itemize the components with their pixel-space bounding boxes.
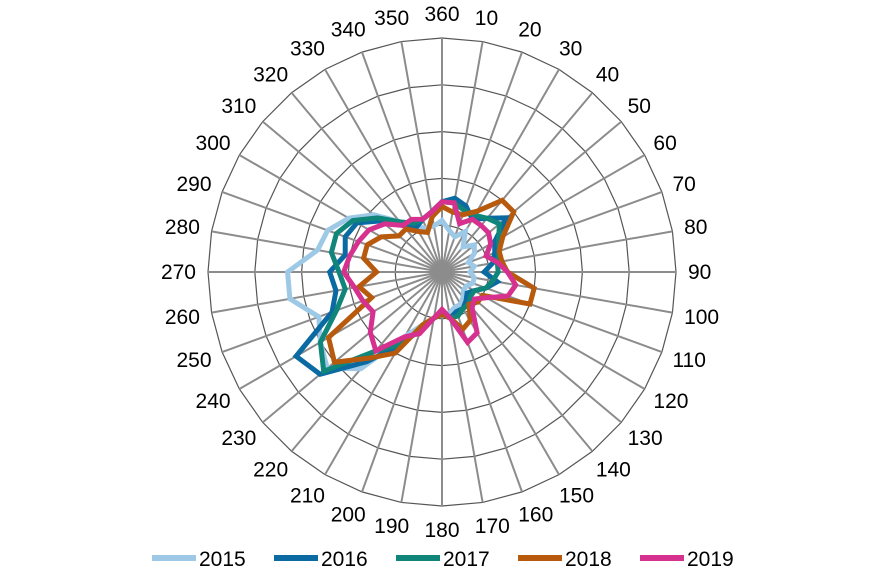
angle-label: 280 [165, 216, 200, 239]
angle-label: 100 [684, 306, 719, 329]
grid-spoke [324, 271, 443, 476]
legend-item-2016: 2016 [274, 548, 368, 571]
angle-label: 40 [596, 63, 619, 86]
grid-spoke [238, 154, 443, 273]
grid-spoke [211, 230, 443, 273]
grid-spoke [441, 230, 673, 273]
series-group [284, 195, 538, 378]
angle-label: 290 [177, 173, 212, 196]
grid-spoke [441, 271, 663, 353]
legend-item-2019: 2019 [640, 548, 734, 571]
grid-spoke [361, 51, 443, 273]
angle-label: 340 [331, 19, 366, 42]
grid-spoke [238, 271, 443, 390]
legend: 2015 2016 2017 2018 2019 [152, 548, 734, 571]
series-2019 [340, 199, 519, 355]
legend-label: 2019 [687, 548, 734, 571]
angle-label: 300 [196, 132, 231, 155]
angle-label: 190 [374, 515, 409, 538]
legend-label: 2018 [565, 548, 612, 571]
angle-label: 120 [653, 390, 688, 413]
grid-spoke [400, 41, 443, 273]
legend-label: 2015 [199, 548, 246, 571]
radar-grid [207, 37, 677, 507]
grid-spoke [441, 271, 673, 314]
angle-label: 260 [165, 306, 200, 329]
angle-label: 330 [290, 38, 325, 61]
legend-item-2015: 2015 [152, 548, 246, 571]
angle-label: 80 [684, 216, 707, 239]
angle-label: 180 [424, 519, 459, 542]
angle-label: 230 [221, 427, 256, 450]
grid-spoke [262, 271, 443, 424]
angle-label: 200 [331, 503, 366, 526]
angle-label: 250 [177, 349, 212, 372]
angle-label: 10 [475, 7, 498, 30]
grid-spoke [441, 68, 560, 273]
angle-label: 140 [596, 459, 631, 482]
legend-label: 2017 [443, 548, 490, 571]
angle-label: 90 [688, 261, 711, 284]
angle-label: 310 [221, 95, 256, 118]
angle-label: 360 [424, 3, 459, 26]
angle-label: 110 [672, 349, 705, 372]
angle-label: 130 [628, 427, 663, 450]
angle-label: 30 [559, 38, 582, 61]
angle-label: 210 [290, 484, 325, 507]
grid-spoke [211, 271, 443, 314]
grid-spoke [441, 92, 594, 273]
angle-label: 60 [653, 132, 676, 155]
grid-spoke [361, 271, 443, 493]
grid-spoke [221, 191, 443, 273]
grid-spoke [290, 92, 443, 273]
angle-label: 50 [628, 95, 651, 118]
grid-spoke [324, 68, 443, 273]
legend-label: 2016 [321, 548, 368, 571]
angle-label: 160 [518, 503, 553, 526]
grid-spoke [400, 271, 443, 503]
angle-label: 170 [475, 515, 510, 538]
angle-label: 20 [518, 19, 541, 42]
legend-item-2017: 2017 [396, 548, 490, 571]
legend-item-2018: 2018 [518, 548, 612, 571]
angle-label: 70 [672, 173, 695, 196]
angle-label: 320 [253, 63, 288, 86]
angle-label: 150 [559, 484, 594, 507]
grid-spoke [262, 120, 443, 273]
angle-label: 270 [161, 261, 196, 284]
grid-spoke [441, 191, 663, 273]
angle-label: 220 [253, 459, 288, 482]
angle-label: 240 [196, 390, 231, 413]
angle-label: 350 [374, 7, 409, 30]
